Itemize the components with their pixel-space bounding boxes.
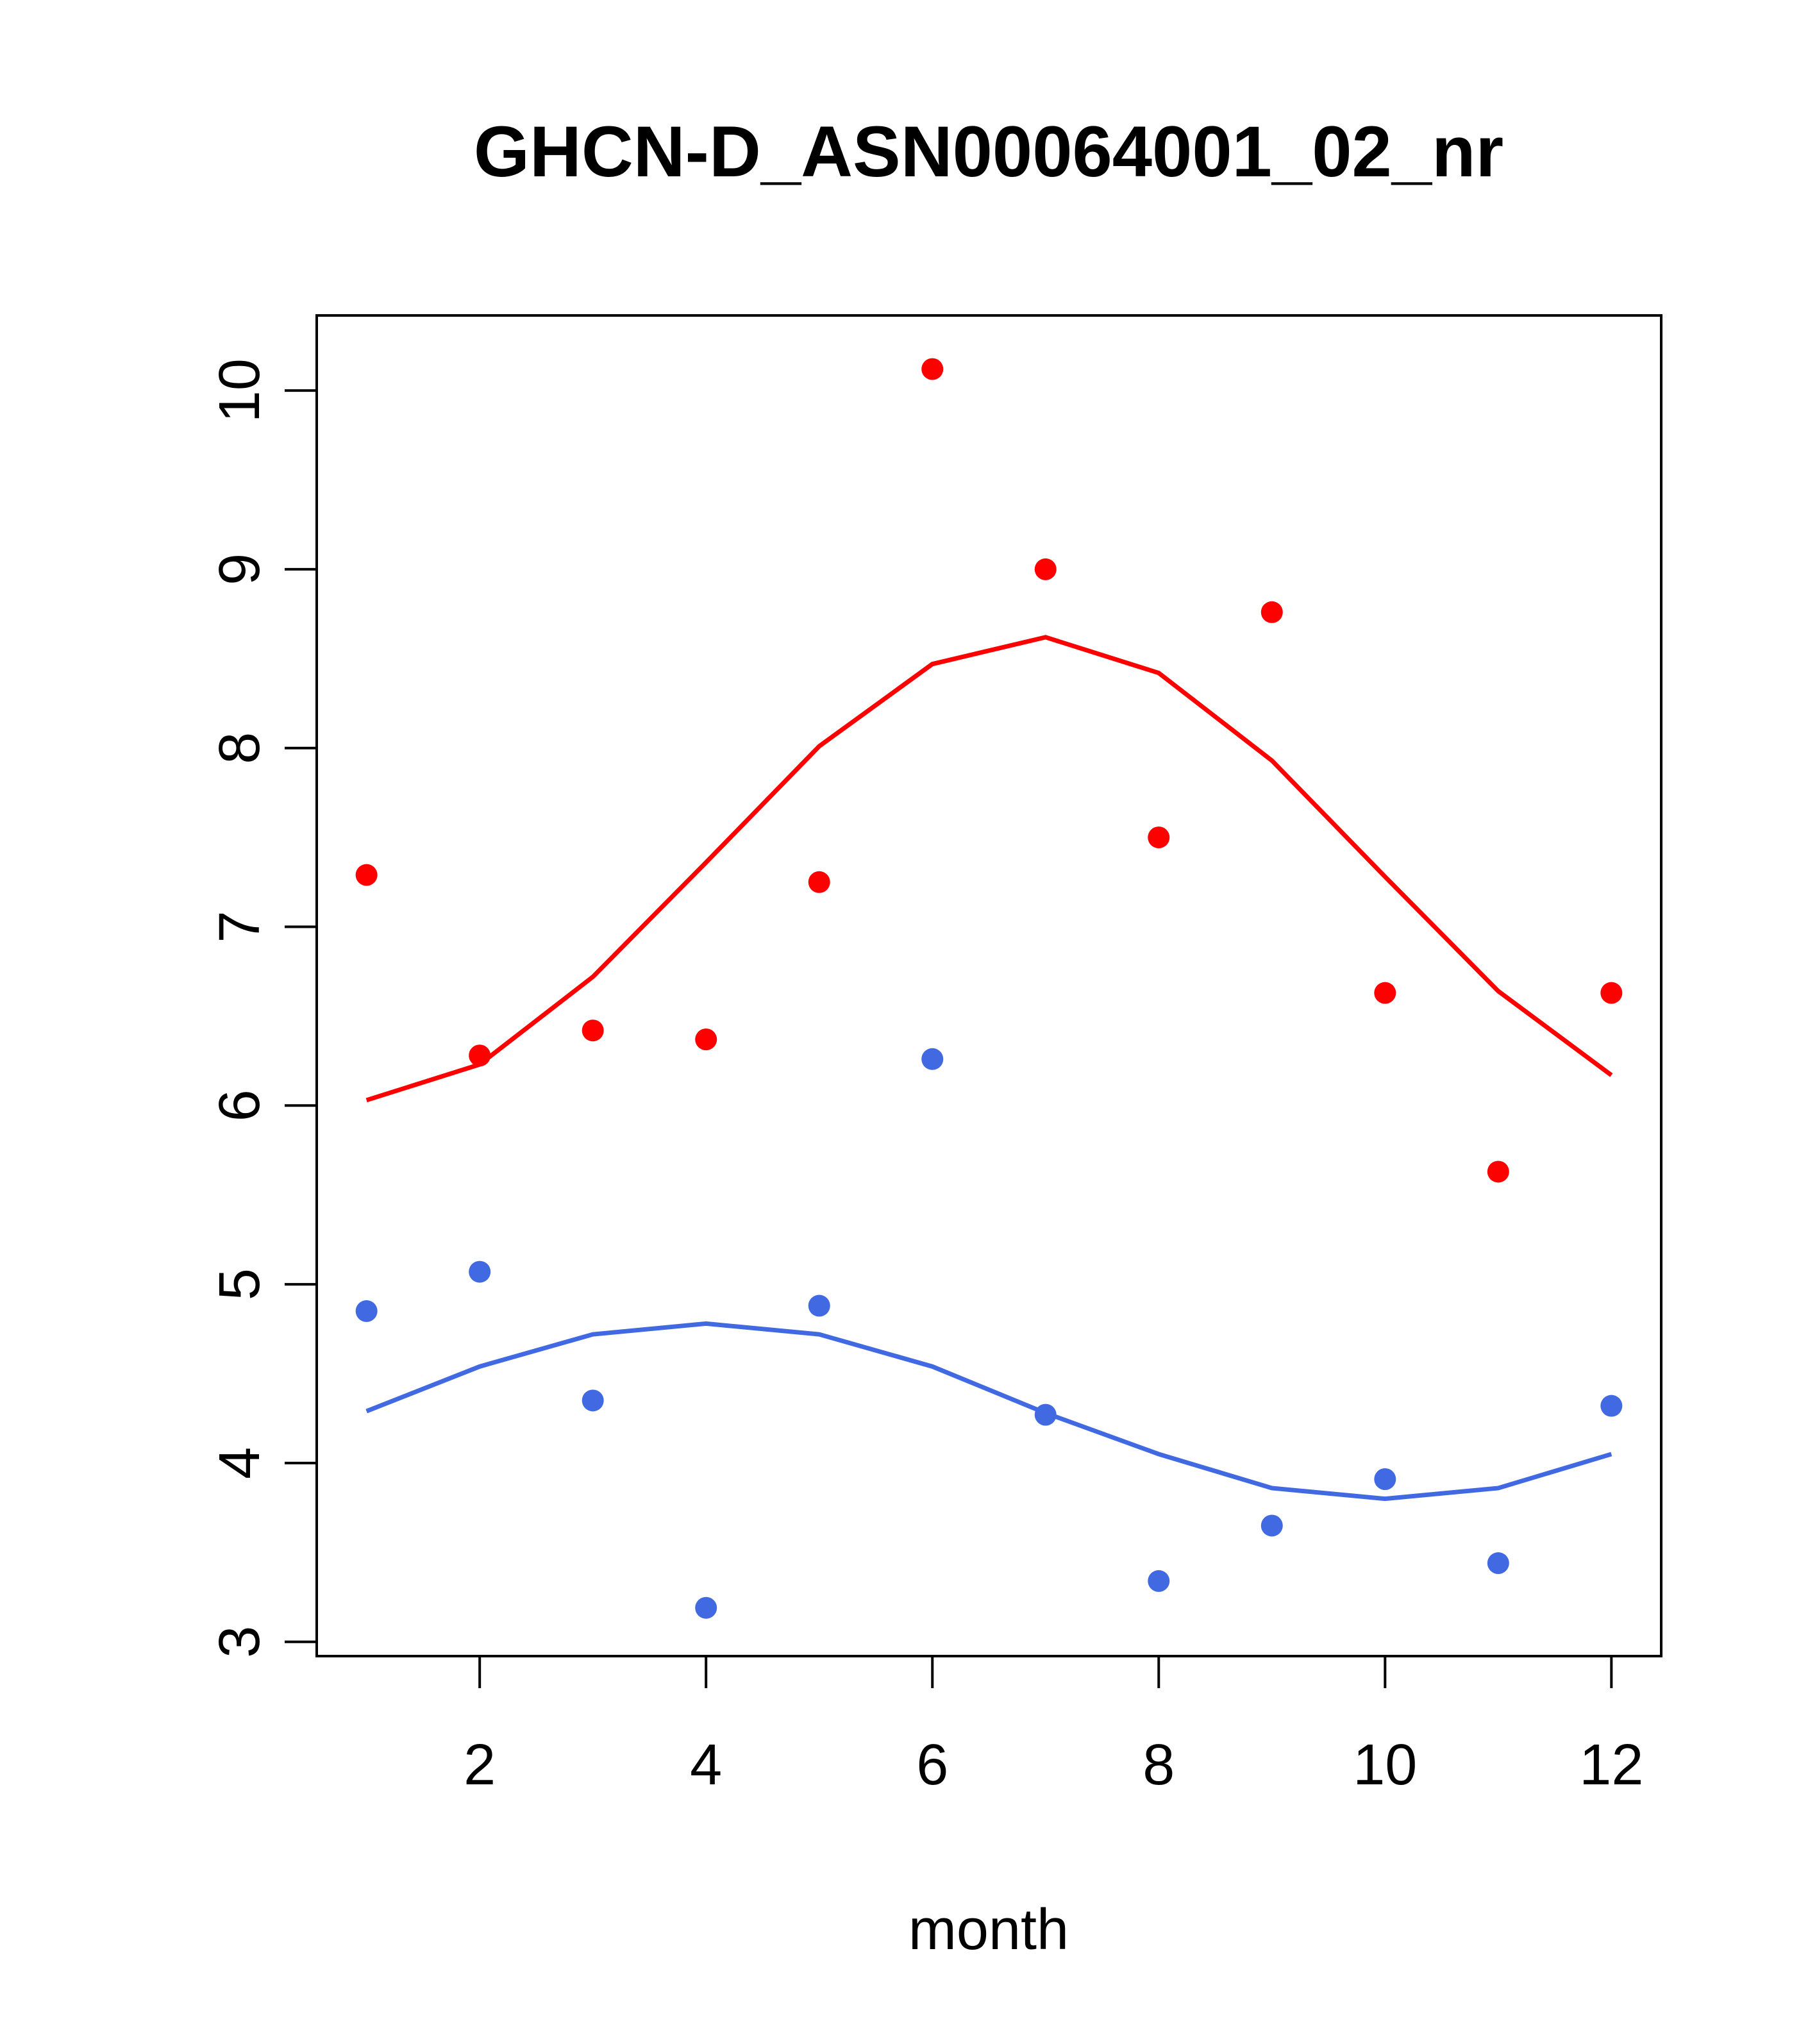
red-points-point [1148, 826, 1170, 849]
series-layer [355, 358, 1623, 1619]
red-points-point [1260, 601, 1283, 623]
red-points-point [355, 864, 378, 886]
x-tick-label: 6 [916, 1733, 948, 1797]
x-tick-label: 8 [1143, 1733, 1175, 1797]
y-tick-label: 8 [208, 732, 272, 764]
blue-line [365, 1321, 1612, 1502]
plot-frame [315, 314, 1662, 1657]
y-tick-label: 3 [208, 1626, 272, 1658]
red-points-point [1374, 982, 1396, 1004]
y-tick-label: 9 [208, 553, 272, 585]
blue-points-point [1148, 1570, 1170, 1592]
red-points-point [921, 358, 944, 380]
blue-points-point [1487, 1552, 1509, 1575]
red-line [365, 635, 1613, 1103]
x-tick-label: 4 [690, 1733, 722, 1797]
y-tick-label: 4 [208, 1447, 272, 1479]
red-points-point [1600, 982, 1623, 1004]
blue-points-point [808, 1294, 830, 1317]
y-axis: 3 4 5 6 7 8 9 10 [208, 358, 318, 1658]
y-tick-label: 6 [208, 1089, 272, 1121]
blue-points-point [1374, 1468, 1396, 1490]
x-tick-label: 12 [1579, 1733, 1643, 1797]
red-points-point [695, 1028, 717, 1051]
blue-points-point [695, 1596, 717, 1619]
x-axis: 2 4 6 8 10 12 [464, 1655, 1643, 1797]
blue-points-point [582, 1389, 604, 1412]
red-points-point [1487, 1160, 1509, 1183]
y-tick-label: 7 [208, 910, 272, 942]
y-tick-label: 10 [208, 358, 272, 423]
blue-points-point [1260, 1514, 1283, 1537]
red-points-point [808, 871, 830, 893]
blue-points-point [1600, 1395, 1623, 1417]
blue-points-point [355, 1300, 378, 1322]
x-tick-label: 10 [1353, 1733, 1417, 1797]
red-points-point [582, 1019, 604, 1042]
x-axis-label: month [908, 1898, 1069, 1962]
chart-title: GHCN-D_ASN00064001_02_nr [474, 112, 1503, 192]
blue-points-point [921, 1048, 944, 1070]
y-tick-label: 5 [208, 1268, 272, 1300]
x-tick-label: 2 [464, 1733, 496, 1797]
red-points-point [1034, 558, 1057, 580]
blue-points-point [469, 1261, 491, 1283]
